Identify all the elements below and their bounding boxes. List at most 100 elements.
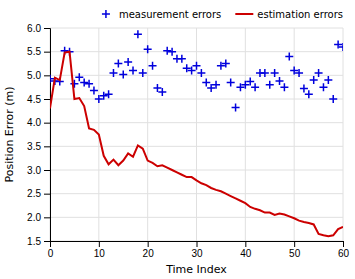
point (329, 95, 337, 103)
x-tick: 30 (191, 241, 203, 259)
point (271, 69, 279, 77)
point (153, 84, 161, 92)
plot: 0 10 20 30 40 50 60 1.5 2.0 2.5 3.0 3.5 4.0 4.5 5.0 5.5… (27, 23, 349, 259)
legend-symbol (235, 13, 253, 15)
point (251, 83, 259, 91)
y-tick-mark (44, 28, 50, 29)
y-grid-line (50, 217, 343, 218)
point (232, 104, 240, 112)
x-tick-label: 20 (143, 248, 155, 259)
y-grid-line (50, 28, 343, 29)
point (144, 45, 152, 53)
legend-item: measurement errors (102, 9, 221, 20)
point (305, 90, 313, 98)
point (197, 69, 205, 77)
point (80, 78, 88, 86)
y-grid-line (50, 122, 343, 123)
x-grid-line (245, 28, 246, 241)
x-axis-title: Time Index (165, 263, 227, 276)
point (119, 70, 127, 78)
point (188, 67, 196, 75)
point (222, 60, 230, 68)
x-grid-line (343, 28, 344, 241)
point (100, 92, 108, 100)
y-tick: 2.0 (27, 212, 50, 223)
point (85, 80, 93, 88)
point (212, 81, 220, 89)
y-tick: 5.5 (27, 46, 50, 57)
y-tick-mark (44, 123, 50, 124)
x-tick-label: 60 (338, 248, 350, 259)
point (310, 76, 318, 84)
y-tick-label: 2.5 (27, 188, 41, 199)
point (178, 55, 186, 63)
y-tick-mark (44, 99, 50, 100)
y-tick-label: 1.5 (27, 236, 41, 247)
point (149, 62, 157, 70)
x-grid-line (294, 28, 295, 241)
y-tick-label: 4.5 (27, 94, 41, 105)
point (339, 43, 343, 51)
grid (50, 28, 343, 241)
point (163, 47, 171, 55)
x-tick-label: 30 (191, 248, 203, 259)
x-tick: 20 (143, 241, 155, 259)
x-tick-mark (99, 241, 100, 247)
point (124, 58, 132, 66)
point (266, 81, 274, 89)
y-tick: 5.0 (27, 70, 50, 81)
point (105, 90, 113, 98)
x-tick: 40 (240, 241, 252, 259)
y-tick: 3.5 (27, 141, 50, 152)
point (227, 78, 235, 86)
y-grid-line (50, 51, 343, 52)
x-tick-mark (148, 241, 149, 247)
line (50, 52, 343, 237)
point (280, 83, 288, 91)
x-tick-label: 40 (240, 248, 252, 259)
x-tick-label: 0 (48, 248, 54, 259)
y-tick-label: 2.0 (27, 212, 41, 223)
point (300, 85, 308, 93)
y-axis-line (44, 29, 51, 242)
point (90, 86, 98, 94)
point (295, 69, 303, 77)
point (109, 69, 117, 77)
y-tick-mark (44, 194, 50, 195)
y-axis-title: Position Error (m) (3, 87, 16, 183)
y-tick: 1.5 (27, 236, 50, 247)
y-tick: 4.5 (27, 94, 50, 105)
y-tick-label: 5.0 (27, 70, 41, 81)
x-tick: 50 (289, 241, 301, 259)
point (285, 52, 293, 60)
point (129, 67, 137, 75)
y-tick-mark (44, 217, 50, 218)
point (75, 73, 83, 81)
point (319, 83, 327, 91)
legend-symbol (102, 10, 110, 18)
legend-label: measurement errors (119, 9, 221, 20)
y-tick-label: 4.0 (27, 117, 41, 128)
y-tick-mark (44, 75, 50, 76)
legend-item: estimation errors (235, 9, 343, 20)
y-tick-label: 3.0 (27, 165, 41, 176)
point (202, 78, 210, 86)
point (324, 76, 332, 84)
y-tick-label: 5.5 (27, 46, 41, 57)
y-grid-line (50, 146, 343, 147)
y-tick-mark (44, 52, 50, 53)
y-tick-mark (44, 146, 50, 147)
y-tick: 2.5 (27, 188, 50, 199)
chart: 0 10 20 30 40 50 60 1.5 2.0 2.5 3.0 3.5 4.0 4.5 5.0 5.5… (0, 0, 355, 279)
x-tick-mark (197, 241, 198, 247)
x-tick: 60 (338, 241, 350, 259)
point (276, 77, 284, 85)
y-grid-line (50, 99, 343, 100)
x-tick-label: 50 (289, 248, 301, 259)
x-tick-mark (343, 241, 344, 247)
x-axis-line (51, 242, 344, 248)
y-grid-line (50, 193, 343, 194)
legend-label: estimation errors (257, 9, 343, 20)
point (246, 77, 254, 85)
x-tick-label: 10 (94, 248, 106, 259)
